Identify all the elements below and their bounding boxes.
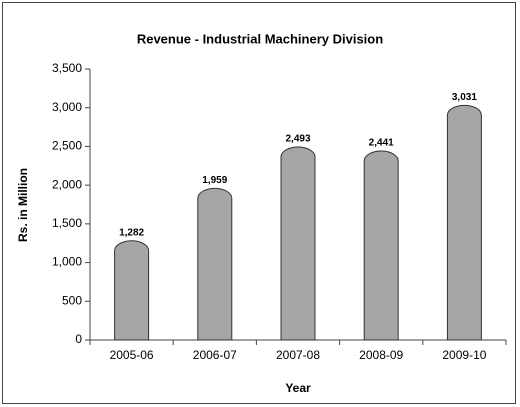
bar xyxy=(280,146,316,341)
bar xyxy=(197,187,233,341)
chart-title: Revenue - Industrial Machinery Division xyxy=(137,31,383,46)
x-tick-label: 2005-06 xyxy=(110,348,154,362)
data-label: 1,282 xyxy=(119,227,144,238)
bar xyxy=(363,150,399,341)
x-tick-label: 2006-07 xyxy=(193,348,237,362)
data-label: 2,493 xyxy=(285,134,310,145)
bar xyxy=(446,104,482,341)
data-label: 3,031 xyxy=(452,92,477,103)
y-tick-label: 1,500 xyxy=(52,216,82,230)
bar xyxy=(114,240,150,341)
x-tick-label: 2008-09 xyxy=(359,348,403,362)
y-tick-label: 3,500 xyxy=(52,61,82,75)
y-tick-label: 1,000 xyxy=(52,255,82,269)
data-label: 1,959 xyxy=(202,175,227,186)
y-tick-label: 500 xyxy=(62,293,82,307)
y-tick-label: 0 xyxy=(75,332,82,346)
data-label: 2,441 xyxy=(369,138,394,149)
y-tick-label: 2,000 xyxy=(52,177,82,191)
y-tick-label: 2,500 xyxy=(52,139,82,153)
y-axis-label: Rs. in Million xyxy=(16,168,30,242)
x-axis-label: Year xyxy=(285,381,311,395)
x-tick-label: 2007-08 xyxy=(276,348,320,362)
y-tick-label: 3,000 xyxy=(52,100,82,114)
x-tick-label: 2009-10 xyxy=(442,348,486,362)
